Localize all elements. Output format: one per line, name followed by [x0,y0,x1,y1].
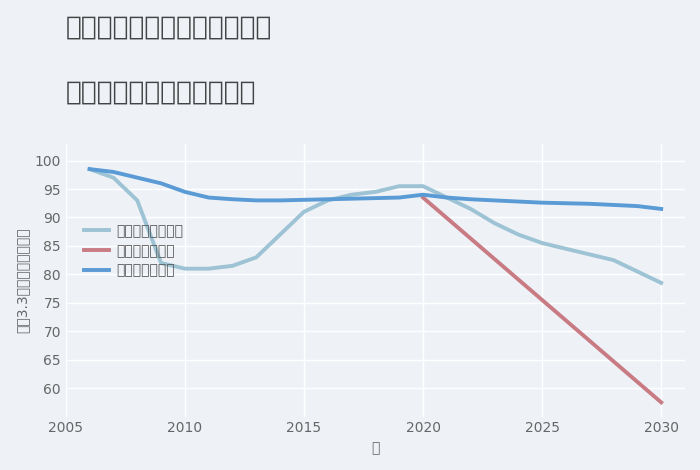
グッドシナリオ [585,201,594,207]
グッドシナリオ [371,196,379,201]
X-axis label: 年: 年 [371,441,379,455]
グッドシナリオ [276,197,284,203]
グッドシナリオ [133,175,141,180]
グッドシナリオ [657,206,666,212]
ノーマルシナリオ [585,251,594,257]
Line: グッドシナリオ: グッドシナリオ [90,169,662,209]
ノーマルシナリオ [109,175,118,180]
グッドシナリオ [634,203,642,209]
バッドシナリオ [419,195,427,200]
ノーマルシナリオ [419,183,427,189]
グッドシナリオ [181,189,189,195]
ノーマルシナリオ [514,232,522,237]
ノーマルシナリオ [85,166,94,172]
グッドシナリオ [561,200,570,206]
ノーマルシナリオ [371,189,379,195]
Line: ノーマルシナリオ: ノーマルシナリオ [90,169,662,283]
ノーマルシナリオ [133,197,141,203]
ノーマルシナリオ [347,192,356,197]
グッドシナリオ [514,199,522,204]
バッドシナリオ [657,400,666,405]
グッドシナリオ [610,202,618,208]
グッドシナリオ [419,192,427,197]
ノーマルシナリオ [323,197,332,203]
グッドシナリオ [347,196,356,202]
ノーマルシナリオ [252,254,260,260]
グッドシナリオ [490,197,498,203]
ノーマルシナリオ [466,206,475,212]
グッドシナリオ [395,195,403,200]
グッドシナリオ [109,169,118,175]
グッドシナリオ [300,197,308,203]
Text: 中古マンションの価格推移: 中古マンションの価格推移 [66,80,256,106]
ノーマルシナリオ [610,257,618,263]
グッドシナリオ [252,197,260,203]
ノーマルシナリオ [634,269,642,274]
ノーマルシナリオ [300,209,308,215]
グッドシナリオ [442,195,451,200]
グッドシナリオ [466,196,475,202]
グッドシナリオ [85,166,94,172]
ノーマルシナリオ [538,240,546,246]
ノーマルシナリオ [395,183,403,189]
ノーマルシナリオ [276,232,284,237]
ノーマルシナリオ [204,266,213,272]
ノーマルシナリオ [490,220,498,226]
Y-axis label: 坪（3.3㎡）単価（万円）: 坪（3.3㎡）単価（万円） [15,227,29,333]
Legend: ノーマルシナリオ, バッドシナリオ, グッドシナリオ: ノーマルシナリオ, バッドシナリオ, グッドシナリオ [79,219,189,283]
グッドシナリオ [538,200,546,205]
ノーマルシナリオ [442,195,451,200]
Line: バッドシナリオ: バッドシナリオ [423,197,662,402]
ノーマルシナリオ [657,280,666,286]
ノーマルシナリオ [181,266,189,272]
グッドシナリオ [204,195,213,200]
グッドシナリオ [228,196,237,202]
ノーマルシナリオ [561,246,570,251]
グッドシナリオ [157,180,165,186]
ノーマルシナリオ [228,263,237,269]
グッドシナリオ [323,196,332,202]
ノーマルシナリオ [157,260,165,266]
Text: 奈良県吉野郡大淀町佐名伝の: 奈良県吉野郡大淀町佐名伝の [66,14,272,40]
